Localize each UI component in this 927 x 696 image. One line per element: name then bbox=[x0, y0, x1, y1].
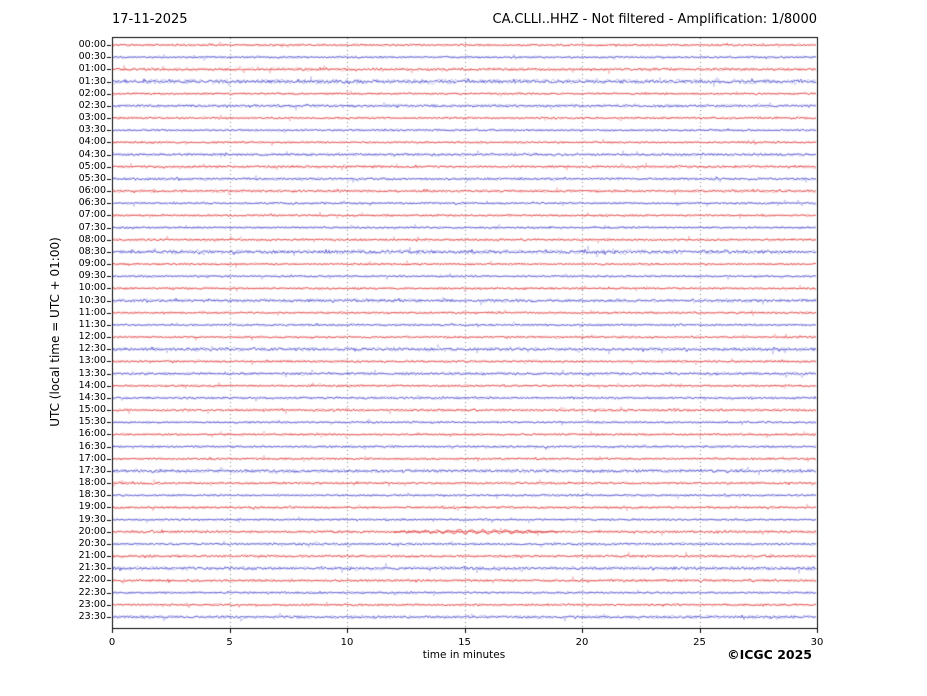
y-tick-label: 06:00 bbox=[78, 185, 106, 197]
y-tick-label: 15:30 bbox=[78, 416, 106, 428]
x-tick-label: 10 bbox=[340, 637, 354, 648]
y-tick-label: 08:30 bbox=[78, 245, 106, 257]
y-tick-label: 05:00 bbox=[78, 160, 106, 172]
y-tick-label: 18:30 bbox=[78, 489, 106, 501]
y-tick-label: 08:00 bbox=[78, 233, 106, 245]
y-tick-label: 22:30 bbox=[78, 586, 106, 598]
y-tick-label: 20:30 bbox=[78, 537, 106, 549]
y-tick-label: 19:30 bbox=[78, 513, 106, 525]
y-tick-label: 09:00 bbox=[78, 258, 106, 270]
y-tick-label: 04:30 bbox=[78, 148, 106, 160]
y-tick-label: 09:30 bbox=[78, 270, 106, 282]
y-tick-label: 07:00 bbox=[78, 209, 106, 221]
y-tick-label: 16:30 bbox=[78, 440, 106, 452]
y-tick-label: 03:30 bbox=[78, 124, 106, 136]
x-axis-title: time in minutes bbox=[422, 649, 506, 661]
y-tick-label: 02:00 bbox=[78, 87, 106, 99]
y-tick-label: 13:30 bbox=[78, 367, 106, 379]
y-tick-label: 01:00 bbox=[78, 63, 106, 75]
y-tick-label: 21:30 bbox=[78, 562, 106, 574]
y-tick-label: 10:30 bbox=[78, 294, 106, 306]
y-tick-label: 01:30 bbox=[78, 75, 106, 87]
x-tick-label: 30 bbox=[810, 637, 824, 648]
x-tick-label: 0 bbox=[108, 637, 116, 648]
y-tick-label: 00:00 bbox=[78, 39, 106, 50]
y-tick-label: 04:00 bbox=[78, 136, 106, 148]
y-tick-label: 07:30 bbox=[78, 221, 106, 233]
y-tick-label: 23:30 bbox=[78, 611, 106, 622]
y-tick-label: 17:00 bbox=[78, 452, 106, 464]
y-tick-label: 05:30 bbox=[78, 172, 106, 184]
y-tick-label: 19:00 bbox=[78, 501, 106, 513]
y-tick-label: 22:00 bbox=[78, 574, 106, 586]
y-tick-label: 23:00 bbox=[78, 598, 106, 610]
y-tick-label: 06:30 bbox=[78, 197, 106, 209]
copyright-label: ©ICGC 2025 bbox=[727, 647, 812, 662]
x-tick-label: 20 bbox=[575, 637, 589, 648]
y-tick-label: 11:00 bbox=[78, 306, 106, 318]
y-tick-label: 11:30 bbox=[78, 318, 106, 330]
y-tick-label: 21:00 bbox=[78, 550, 106, 562]
y-tick-label: 00:30 bbox=[78, 51, 106, 63]
y-tick-label: 12:30 bbox=[78, 343, 106, 355]
y-tick-label: 15:00 bbox=[78, 404, 106, 416]
y-tick-label: 18:00 bbox=[78, 477, 106, 489]
plot-title: CA.CLLI..HHZ - Not filtered - Amplificat… bbox=[492, 12, 818, 27]
y-axis-title: UTC (local time = UTC + 01:00) bbox=[48, 237, 62, 427]
y-tick-label: 16:00 bbox=[78, 428, 106, 440]
y-tick-label: 14:00 bbox=[78, 379, 106, 391]
y-tick-label: 03:00 bbox=[78, 112, 106, 124]
y-tick-label: 13:00 bbox=[78, 355, 106, 367]
x-tick-label: 5 bbox=[226, 637, 233, 648]
date-label: 17-11-2025 bbox=[112, 12, 188, 27]
y-tick-label: 10:00 bbox=[78, 282, 106, 294]
y-tick-label: 17:30 bbox=[78, 464, 106, 476]
x-tick-label: 25 bbox=[693, 637, 706, 648]
y-tick-label: 02:30 bbox=[78, 99, 106, 111]
y-tick-label: 14:30 bbox=[78, 391, 106, 403]
y-tick-label: 20:00 bbox=[78, 525, 106, 537]
y-tick-label: 12:00 bbox=[78, 331, 106, 343]
x-tick-label: 15 bbox=[458, 637, 471, 648]
